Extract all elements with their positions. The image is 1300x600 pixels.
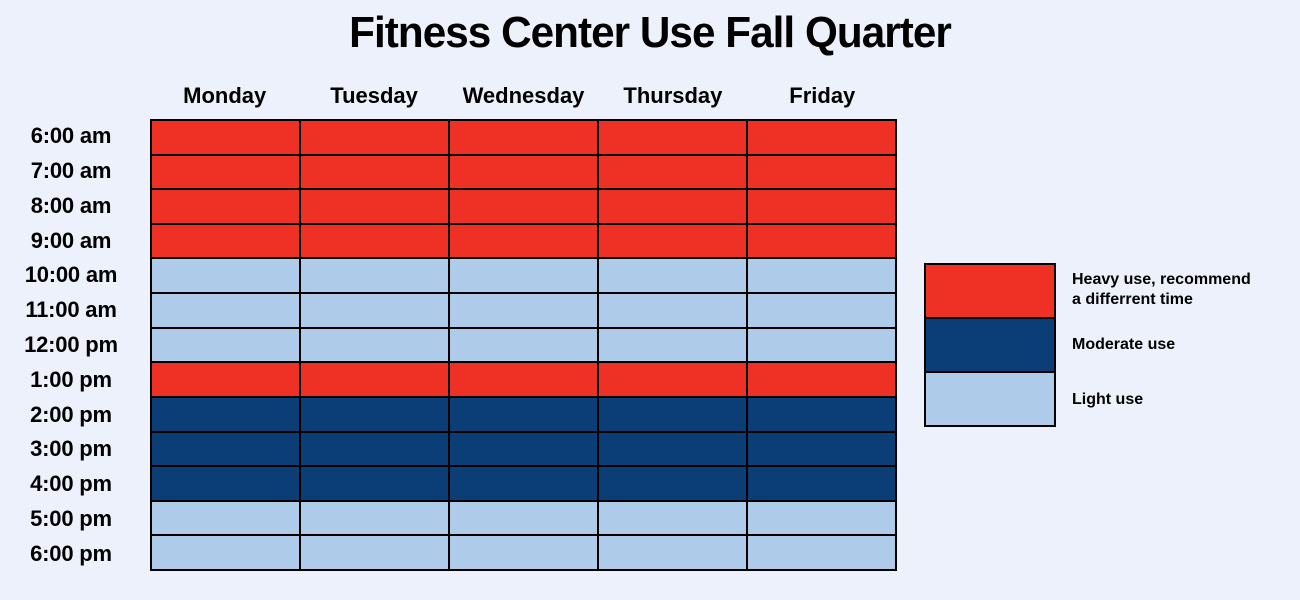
cell-thursday-12-00-pm <box>599 328 746 362</box>
cell-wednesday-2-00-pm <box>450 397 597 431</box>
time-label-5-00-pm: 5:00 pm <box>30 505 112 531</box>
legend-swatch-column <box>924 263 1056 427</box>
cell-tuesday-2-00-pm <box>301 397 448 431</box>
cell-friday-12-00-pm <box>748 328 895 362</box>
legend-label-moderate: Moderate use <box>1072 335 1176 353</box>
cell-tuesday-12-00-pm <box>301 328 448 362</box>
cell-wednesday-12-00-pm <box>450 328 597 362</box>
time-label-1-00-pm: 1:00 pm <box>30 366 112 392</box>
legend-swatch-light <box>926 373 1054 425</box>
cell-monday-10-00-am <box>152 259 299 293</box>
time-label-11-00-am: 11:00 am <box>25 297 117 323</box>
time-label-10-00-am: 10:00 am <box>24 262 118 288</box>
legend-label-column: Heavy use, recommend a differrent time Mo… <box>1072 263 1287 427</box>
cell-tuesday-4-00-pm <box>301 467 448 500</box>
cell-tuesday-8-00-am <box>301 190 448 223</box>
time-label-9-00-am: 9:00 am <box>30 227 112 253</box>
time-label-8-00-am: 8:00 am <box>30 192 112 218</box>
cell-wednesday-1-00-pm <box>450 363 597 396</box>
usage-heatmap-grid <box>150 119 897 571</box>
cell-thursday-8-00-am <box>599 190 746 223</box>
cell-wednesday-3-00-pm <box>450 432 597 466</box>
time-label-3-00-pm: 3:00 pm <box>30 436 112 462</box>
day-header-friday: Friday <box>789 83 856 108</box>
cell-friday-7-00-am <box>748 155 895 189</box>
cell-monday-8-00-am <box>152 190 299 223</box>
time-label-4-00-pm: 4:00 pm <box>30 471 112 497</box>
cell-tuesday-1-00-pm <box>301 363 448 396</box>
cell-tuesday-11-00-am <box>301 294 448 327</box>
time-label-7-00-am: 7:00 am <box>30 158 112 184</box>
cell-monday-12-00-pm <box>152 328 299 362</box>
cell-tuesday-6-00-pm <box>301 536 448 569</box>
cell-thursday-5-00-pm <box>599 501 746 535</box>
legend-swatch-moderate <box>926 319 1054 371</box>
cell-friday-11-00-am <box>748 294 895 327</box>
cell-monday-6-00-am <box>152 121 299 154</box>
cell-wednesday-6-00-pm <box>450 536 597 569</box>
cell-monday-11-00-am <box>152 294 299 327</box>
cell-thursday-9-00-am <box>599 224 746 258</box>
day-header-row: Monday Tuesday Wednesday Thursday Friday <box>150 80 897 112</box>
cell-tuesday-7-00-am <box>301 155 448 189</box>
cell-monday-7-00-am <box>152 155 299 189</box>
time-label-2-00-pm: 2:00 pm <box>30 401 112 427</box>
cell-thursday-11-00-am <box>599 294 746 327</box>
cell-thursday-10-00-am <box>599 259 746 293</box>
cell-wednesday-7-00-am <box>450 155 597 189</box>
cell-wednesday-6-00-am <box>450 121 597 154</box>
day-header-monday: Monday <box>183 83 267 108</box>
cell-monday-9-00-am <box>152 224 299 258</box>
time-label-6-00-am: 6:00 am <box>30 123 112 149</box>
cell-thursday-1-00-pm <box>599 363 746 396</box>
cell-wednesday-8-00-am <box>450 190 597 223</box>
cell-thursday-6-00-pm <box>599 536 746 569</box>
cell-tuesday-3-00-pm <box>301 432 448 466</box>
cell-friday-5-00-pm <box>748 501 895 535</box>
legend-label-light: Light use <box>1072 390 1144 408</box>
chart-title: Fitness Center Use Fall Quarter <box>349 8 952 57</box>
cell-friday-10-00-am <box>748 259 895 293</box>
cell-monday-5-00-pm <box>152 501 299 535</box>
cell-tuesday-6-00-am <box>301 121 448 154</box>
cell-tuesday-9-00-am <box>301 224 448 258</box>
cell-thursday-2-00-pm <box>599 397 746 431</box>
cell-friday-6-00-pm <box>748 536 895 569</box>
legend-label-heavy: Heavy use, recommend a differrent time <box>1072 271 1251 309</box>
cell-friday-9-00-am <box>748 224 895 258</box>
time-label-column: 6:00 am 7:00 am 8:00 am 9:00 am 10:00 am 11:0… <box>0 119 142 571</box>
cell-monday-3-00-pm <box>152 432 299 466</box>
cell-wednesday-5-00-pm <box>450 501 597 535</box>
cell-friday-3-00-pm <box>748 432 895 466</box>
cell-monday-2-00-pm <box>152 397 299 431</box>
day-header-thursday: Thursday <box>623 83 723 108</box>
cell-friday-4-00-pm <box>748 467 895 500</box>
cell-thursday-3-00-pm <box>599 432 746 466</box>
cell-tuesday-5-00-pm <box>301 501 448 535</box>
time-label-12-00-pm: 12:00 pm <box>24 331 118 357</box>
day-header-tuesday: Tuesday <box>330 83 418 108</box>
cell-wednesday-4-00-pm <box>450 467 597 500</box>
cell-thursday-6-00-am <box>599 121 746 154</box>
day-header-wednesday: Wednesday <box>462 83 585 108</box>
cell-friday-6-00-am <box>748 121 895 154</box>
cell-thursday-4-00-pm <box>599 467 746 500</box>
cell-monday-6-00-pm <box>152 536 299 569</box>
cell-wednesday-9-00-am <box>450 224 597 258</box>
cell-tuesday-10-00-am <box>301 259 448 293</box>
cell-wednesday-11-00-am <box>450 294 597 327</box>
legend-swatch-heavy <box>926 265 1054 317</box>
cell-thursday-7-00-am <box>599 155 746 189</box>
cell-monday-4-00-pm <box>152 467 299 500</box>
time-label-6-00-pm: 6:00 pm <box>30 540 112 566</box>
cell-wednesday-10-00-am <box>450 259 597 293</box>
cell-friday-2-00-pm <box>748 397 895 431</box>
cell-friday-8-00-am <box>748 190 895 223</box>
cell-friday-1-00-pm <box>748 363 895 396</box>
cell-monday-1-00-pm <box>152 363 299 396</box>
